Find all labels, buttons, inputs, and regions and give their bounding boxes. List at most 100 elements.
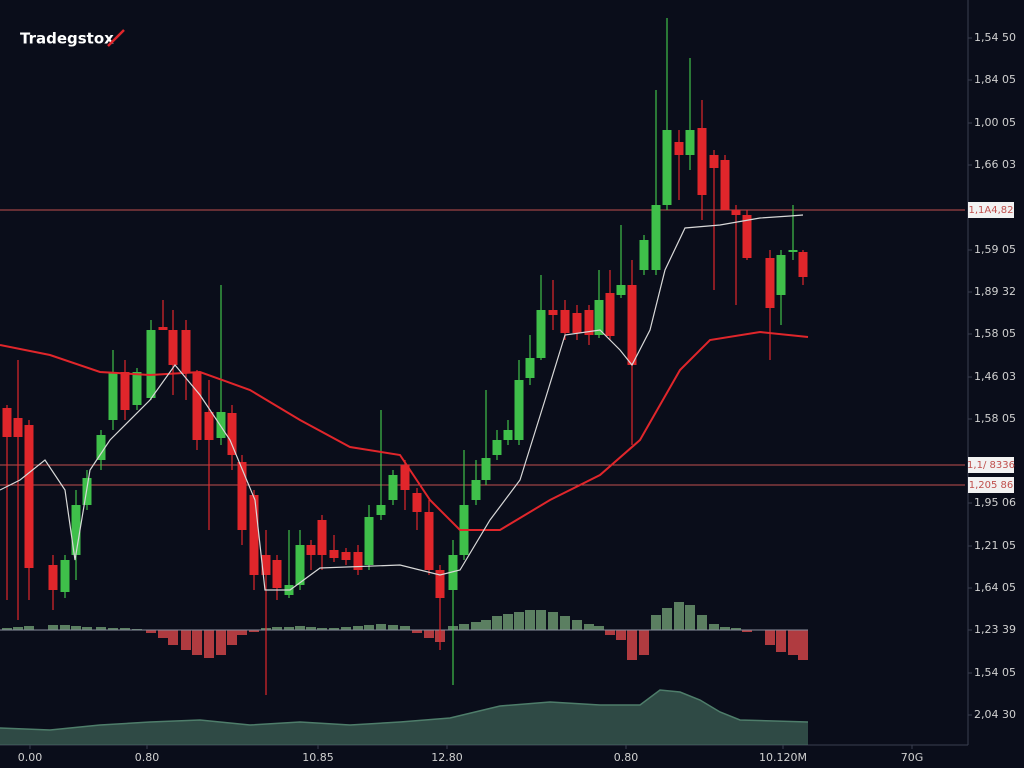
histogram-bar [536,610,546,630]
histogram-bar [364,625,374,630]
histogram-bar [731,628,741,630]
histogram-bar [317,628,327,630]
candle-body [435,570,445,598]
indicator-line [0,214,804,591]
histogram-bar [48,625,58,630]
indicator-line [0,330,809,531]
candle-body [536,310,546,358]
y-tick-label: 1,21 05 [974,539,1016,552]
candle-body [616,285,626,295]
histogram-bar [341,627,351,630]
candle-body [594,300,604,335]
y-tick-label: 1,59 05 [974,243,1016,256]
x-tick-label: 0.80 [135,751,160,764]
histogram-bar [108,628,118,630]
candle-body [400,465,410,490]
candle-body [341,552,351,560]
histogram-bar [24,626,34,630]
candle-body [216,412,226,438]
histogram-bar [572,620,582,630]
y-tick-label: 1,58 05 [974,412,1016,425]
candle-body [261,555,271,575]
histogram-bar [594,626,604,630]
histogram-bar [765,630,775,645]
histogram-bar [216,630,226,655]
brand-mark [107,29,125,47]
histogram-bar [60,625,70,630]
candle-body [158,327,168,330]
price-label-box [968,202,1014,218]
x-tick-label: 10.120M [759,751,807,764]
candle-body [306,545,316,555]
candle-body [13,418,23,437]
histogram-bar [584,624,594,630]
x-tick-label: 10.85 [302,751,334,764]
price-label-box [968,477,1014,493]
candle-body [227,413,237,455]
y-tick-label: 2,04 30 [974,708,1016,721]
price-label: 1,1/ 8336 [967,460,1015,471]
histogram-bar [720,627,730,630]
histogram-bar [146,630,156,633]
candle-body [651,205,661,270]
histogram-bar [685,605,695,630]
histogram-bar [492,616,502,630]
histogram-bar [353,626,363,630]
candle-body [572,313,582,333]
histogram-bar [471,622,481,630]
x-tick-label: 70G [901,751,924,764]
candle-body [503,430,513,440]
histogram-bar [249,630,259,632]
candle-body [685,130,695,155]
candle-body [560,310,570,333]
histogram-bar [560,616,570,630]
candle-body [132,372,142,405]
histogram-bar [71,626,81,630]
candle-body [48,565,58,590]
y-tick-label: 1,89 32 [974,285,1016,298]
histogram-bar [605,630,615,635]
histogram-bar [158,630,168,638]
candle-body [388,475,398,500]
candle-body [204,412,214,440]
price-label-box [968,457,1014,473]
candle-body [471,480,481,500]
candle-body [548,310,558,315]
candle-body [765,258,775,308]
y-tick-label: 1,54 50 [974,31,1016,44]
candle-body [295,545,305,585]
histogram-bar [459,624,469,630]
histogram-bar [82,627,92,630]
histogram-bar [525,610,535,630]
histogram-bar [548,612,558,630]
candle-body [697,128,707,195]
histogram-bar [329,628,339,630]
histogram-bar [181,630,191,650]
candle-body [120,372,130,410]
histogram-bar [481,620,491,630]
histogram-bar [13,627,23,630]
histogram-bar [662,608,672,630]
y-tick-label: 1,46 03 [974,370,1016,383]
candle-body [662,130,672,205]
candle-body [192,373,202,440]
candle-body [492,440,502,455]
candle-body [584,310,594,335]
candle-body [2,408,12,437]
histogram-bar [272,627,282,630]
x-tick-label: 0.80 [614,751,639,764]
candle-body [627,285,637,365]
candle-body [709,155,719,168]
candle-body [798,252,808,277]
histogram-bar [674,602,684,630]
y-tick-label: 1,66 03 [974,158,1016,171]
candle-body [353,552,363,570]
candle-body [376,505,386,515]
histogram-bar [192,630,202,655]
candle-body [731,210,741,215]
candle-body [108,373,118,420]
oscillator-fill [0,690,808,745]
histogram-bar [237,630,247,635]
